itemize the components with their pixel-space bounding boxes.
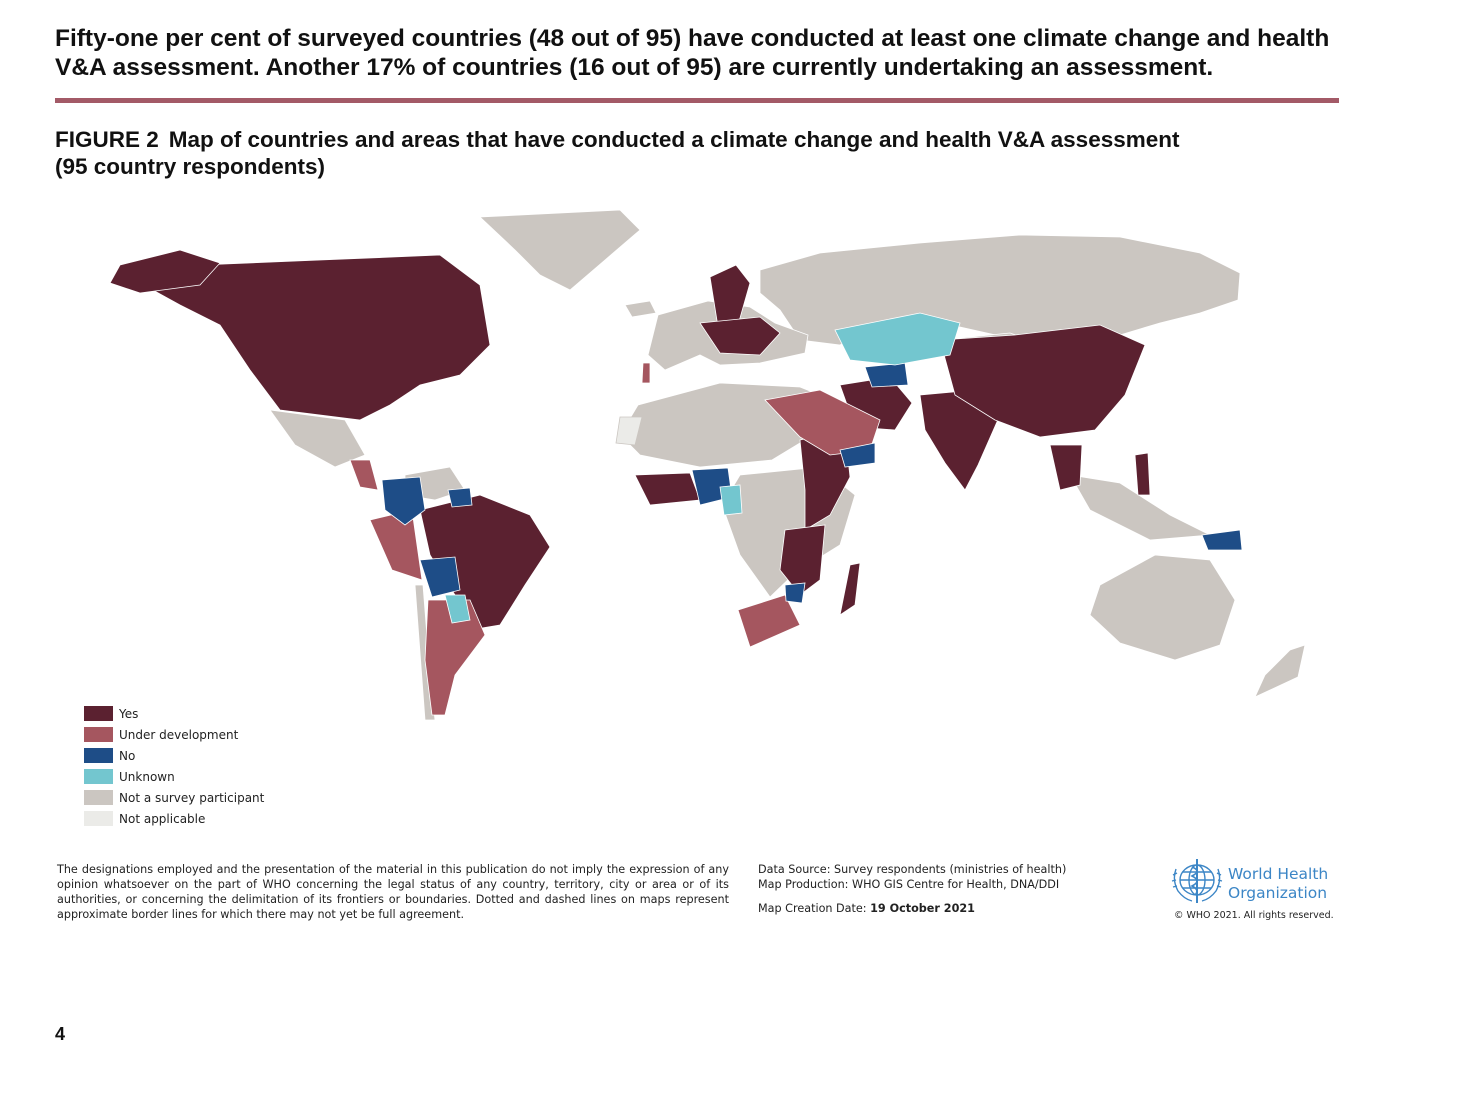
country-cameroon — [719, 484, 743, 516]
data-source: Data Source: Survey respondents (ministr… — [758, 863, 1067, 876]
map-source-info: Data Source: Survey respondents (ministr… — [758, 862, 1066, 916]
who-name: World Health Organization — [1228, 865, 1328, 903]
map-creation: Map Creation Date: 19 October 2021 — [758, 901, 1066, 916]
countries-under-development — [349, 362, 881, 716]
country-central-america — [349, 459, 379, 491]
country-alaska — [109, 249, 221, 294]
country-paraguay — [444, 594, 471, 624]
who-copyright: © WHO 2021. All rights reserved. — [1174, 910, 1334, 921]
country-papua-new-guinea — [1201, 529, 1243, 551]
region-southeast-africa — [779, 524, 826, 596]
legend-swatch — [84, 727, 113, 742]
legend-label: Not a survey participant — [119, 790, 265, 805]
legend-item-not-participant: Not a survey participant — [84, 787, 264, 808]
legend-label: Not applicable — [119, 811, 206, 826]
country-iceland — [624, 300, 657, 318]
creation-label: Map Creation Date: — [758, 902, 867, 915]
map-production: Map Production: WHO GIS Centre for Healt… — [758, 878, 1060, 891]
legend-swatch — [84, 790, 113, 805]
country-argentina — [424, 599, 486, 716]
countries-unknown — [444, 312, 961, 624]
page-number: 4 — [55, 1024, 66, 1044]
country-turkmenistan-uzbekistan — [864, 362, 909, 388]
legend-label: No — [119, 748, 136, 763]
region-mainland-southeast-asia — [1049, 444, 1083, 491]
map-legend: Yes Under development No Unknown Not a s… — [84, 703, 264, 829]
country-zimbabwe — [784, 582, 806, 604]
region-western-sahara — [615, 416, 643, 446]
country-bolivia — [419, 556, 461, 598]
creation-date: 19 October 2021 — [870, 902, 975, 915]
country-portugal — [641, 362, 651, 384]
region-west-africa — [634, 472, 701, 506]
country-kazakhstan — [834, 312, 961, 366]
country-yemen-oman — [839, 442, 876, 468]
figure-title: FIGURE 2 Map of countries and areas that … — [55, 126, 1205, 180]
country-philippines — [1134, 452, 1151, 496]
legend-label: Unknown — [119, 769, 175, 784]
region-russia-central-asia — [759, 234, 1241, 346]
world-map — [109, 209, 1306, 721]
region-canada-usa — [138, 254, 491, 421]
country-madagascar — [839, 562, 861, 616]
region-central-europe — [699, 316, 781, 356]
who-name-line1: World Health — [1228, 865, 1329, 883]
legend-swatch — [84, 706, 113, 721]
legend-item-no: No — [84, 745, 264, 766]
country-suriname — [447, 487, 473, 508]
country-sweden-norway — [709, 264, 751, 328]
headline: Fifty-one per cent of surveyed countries… — [55, 25, 1330, 81]
country-colombia — [381, 476, 426, 526]
legend-item-under-development: Under development — [84, 724, 264, 745]
legend-swatch — [84, 811, 113, 826]
legend-item-not-applicable: Not applicable — [84, 808, 264, 829]
country-peru — [369, 509, 423, 581]
legend-item-yes: Yes — [84, 703, 264, 724]
legend-swatch — [84, 769, 113, 784]
country-greenland — [479, 209, 641, 291]
countries-not-applicable — [615, 416, 643, 446]
figure-label: FIGURE 2 — [55, 127, 159, 152]
country-australia — [1089, 554, 1236, 661]
country-china — [939, 324, 1146, 438]
country-south-africa — [737, 594, 801, 648]
figure-caption: Map of countries and areas that have con… — [55, 127, 1180, 179]
who-name-line2: Organization — [1228, 884, 1328, 902]
legend-label: Under development — [119, 727, 239, 742]
legend-swatch — [84, 748, 113, 763]
headline-divider — [55, 98, 1339, 103]
country-new-zealand — [1254, 644, 1306, 698]
disclaimer: The designations employed and the presen… — [57, 863, 729, 921]
legend-item-unknown: Unknown — [84, 766, 264, 787]
legend-label: Yes — [119, 706, 139, 721]
who-emblem-icon — [1171, 859, 1223, 903]
